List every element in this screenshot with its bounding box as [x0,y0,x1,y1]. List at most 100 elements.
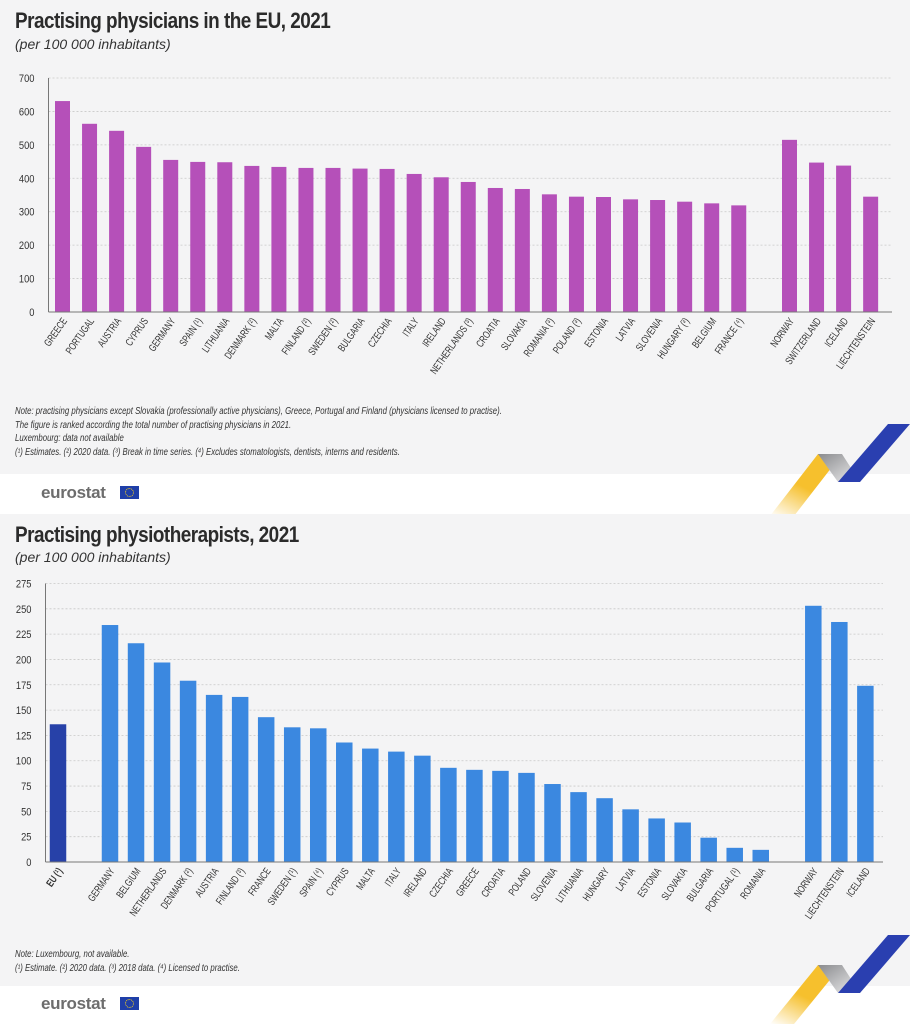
y-tick-label: 175 [16,680,32,692]
y-tick-label: 150 [16,705,32,717]
physicians-chart-panel: Practising physicians in the EU, 2021 (p… [0,0,910,474]
bar [782,139,797,312]
bar [836,165,852,312]
bar [325,167,341,312]
bar [514,188,530,312]
bar [283,727,301,862]
y-tick-label: 200 [19,241,35,253]
y-tick-label: 125 [16,731,32,743]
bar [518,772,535,862]
y-tick-label: 100 [16,756,32,768]
bar [492,770,509,862]
x-tick-label: CYPRUS [123,316,150,348]
bar [466,769,483,862]
x-tick-label: IRELAND [401,865,429,899]
eu-flag-icon [120,486,139,499]
bar [406,173,422,312]
bar [271,166,287,312]
x-tick-label: NORWAY [768,316,796,350]
bar [298,167,314,312]
chart-title: Practising physicians in the EU, 2021 [15,8,331,33]
x-tick-label: ITALY [382,866,403,889]
bar [677,201,693,312]
x-tick-label: SPAIN (⁴) [297,866,325,899]
bar [568,196,584,312]
x-tick-label: BELGIUM [690,316,719,350]
bar [336,742,353,862]
y-tick-label: 600 [19,107,35,119]
bar [217,162,233,312]
bar [596,798,613,862]
physiotherapists-chart-panel: Practising physiotherapists, 2021 (per 1… [0,514,910,986]
chart-note: Note: Luxembourg, not available. [15,949,130,960]
bar [231,696,249,862]
bar [700,837,717,862]
y-tick-label: 275 [16,579,32,591]
bar [388,751,405,862]
y-tick-label: 200 [16,655,32,667]
x-tick-label: POLAND (³) [551,316,584,356]
physiotherapists-bar-chart: 0 25 50 75 100 125 150 175 200 225 250 275 EU (¹) GER… [16,579,883,921]
x-tick-label: LITHUANIA [553,865,585,904]
bar [49,724,67,862]
bar [440,767,457,862]
y-tick-label: 50 [21,807,32,819]
x-tick-label: FRANCE [246,866,273,898]
y-tick-label: 500 [19,140,35,152]
bar [109,130,125,312]
bar [805,605,822,862]
bar [136,146,152,312]
eurostat-ribbon-icon [770,424,910,516]
bar [362,748,379,862]
bar [127,643,145,862]
x-tick-label: MALTA [263,315,287,342]
bar [622,809,639,862]
bar [153,662,171,862]
x-tick-label: ESTONIA [582,315,611,349]
bar [163,159,179,312]
y-tick-label: 700 [19,73,35,85]
chart-note: (¹) Estimates. (²) 2020 data. (³) Break … [15,446,400,458]
chart-note: Luxembourg: data not available [15,433,124,444]
y-tick-label: 25 [21,832,32,844]
x-tick-label: POLAND [506,865,533,897]
bar [650,200,666,312]
chart-subtitle: (per 100 000 inhabitants) [15,36,171,52]
bar [414,755,431,862]
x-tick-label: GREECE [454,866,482,899]
chart-note: (¹) Estimate. (²) 2020 data. (³) 2018 da… [15,962,240,974]
bar [190,161,206,312]
chart-subtitle: (per 100 000 inhabitants) [15,549,171,565]
bar [857,685,874,862]
x-tick-label: CZECHIA [427,865,456,899]
x-tick-label: ITALY [400,316,421,339]
chart-note: The figure is ranked according the total… [15,419,292,431]
x-tick-label: GERMANY [146,316,177,354]
bar [309,728,327,862]
y-tick-label: 0 [29,307,34,319]
physicians-bar-chart: 0100200300400500600700GREECEPORTUGALAUST… [19,73,892,376]
x-tick-label: IRELAND [420,315,448,349]
x-tick-label: ICELAND [822,315,850,349]
eurostat-logo: eurostat [41,994,106,1013]
x-tick-label: HUNGARY [580,866,611,903]
x-tick-label: AUSTRIA [95,315,124,349]
x-tick-label: CROATIA [479,865,508,899]
y-tick-label: 300 [19,207,35,219]
x-tick-label: ROMANIA [738,865,768,901]
bar [55,101,70,313]
y-tick-label: 225 [16,630,32,642]
bar [704,203,720,312]
bar [101,625,119,862]
bar [726,847,743,862]
bar [863,196,879,312]
bar [352,168,368,312]
x-tick-label: CZECHIA [366,315,395,349]
bar [82,123,98,312]
bar [809,162,825,312]
x-tick-label: MALTA [354,865,378,892]
bar [731,205,747,312]
x-tick-label: ICELAND [844,865,872,899]
x-tick-label: GERMANY [86,866,117,904]
chart-note: Note: practising physicians except Slova… [15,406,502,417]
